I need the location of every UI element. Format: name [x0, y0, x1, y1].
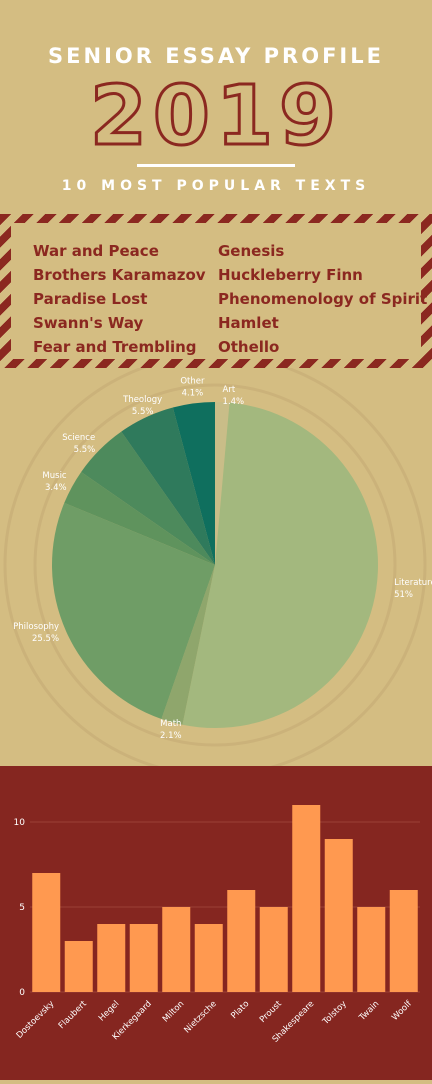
pie-slice-literature	[182, 402, 379, 728]
decorative-ring-inner	[33, 383, 397, 747]
pie-label-philosophy: Philosophy	[13, 622, 59, 632]
popular-texts-left-column: War and Peace Brothers Karamazov Paradis…	[33, 239, 206, 359]
pie-value-philosophy: 25.5%	[32, 634, 59, 644]
pie-label-literature: Literature	[394, 578, 432, 588]
popular-texts-panel: War and Peace Brothers Karamazov Paradis…	[0, 214, 432, 368]
pie-slice-philosophy	[51, 502, 215, 719]
x-tick-label: Milton	[161, 999, 186, 1024]
x-tick-label: Woolf	[390, 998, 415, 1023]
x-tick-label: Tolstoy	[320, 999, 349, 1028]
pie-value-science: 5.5%	[74, 445, 96, 455]
year-heading: 2019	[88, 69, 343, 164]
bar-tolstoy	[324, 839, 353, 992]
bar-chart-area: 0 5 10 Dostoevsky Flaubert Hegel Kierkegaard M…	[0, 766, 432, 1080]
y-tick-label: 5	[19, 903, 25, 913]
pie-value-art: 1.4%	[223, 397, 245, 407]
text-item: Genesis	[218, 242, 285, 260]
pie-value-other: 4.1%	[182, 388, 204, 398]
text-item: Othello	[218, 338, 280, 356]
pie-slice-theology	[121, 407, 215, 565]
x-tick-label: Proust	[258, 999, 284, 1025]
popular-texts-inner: War and Peace Brothers Karamazov Paradis…	[11, 223, 427, 359]
pie-value-math: 2.1%	[160, 731, 182, 741]
x-tick-label: Hegel	[97, 999, 121, 1023]
pie-slice-other	[172, 402, 215, 565]
bar-kierkegaard	[129, 924, 158, 992]
section-subtitle: 10 MOST POPULAR TEXTS	[61, 178, 371, 194]
subject-pie-chart: Art 1.4% Literature 51% Math 2.1% Philosophy 25…	[3, 353, 432, 777]
bar-hegel	[97, 924, 126, 992]
pie-label-math: Math	[160, 719, 181, 729]
text-item: Brothers Karamazov	[33, 266, 206, 284]
x-tick-label: Plato	[229, 999, 251, 1021]
pie-value-literature: 51%	[394, 590, 413, 600]
pie-label-science: Science	[62, 433, 95, 443]
y-tick-label: 10	[14, 818, 26, 828]
text-item: Paradise Lost	[33, 290, 148, 308]
pie-value-theology: 5.5%	[132, 407, 154, 417]
pie-label-theology: Theology	[122, 395, 162, 405]
bar-nietzsche	[194, 924, 223, 992]
pie-slice-science	[81, 431, 216, 565]
bar-twain	[357, 907, 386, 992]
header: SENIOR ESSAY PROFILE 2019 10 MOST POPULA…	[0, 0, 432, 210]
bar-shakespeare	[292, 805, 321, 992]
text-item: Phenomenology of Spirit	[218, 290, 428, 308]
bar-flaubert	[64, 941, 93, 992]
pie-slice-art	[215, 402, 230, 565]
bar-dostoevsky	[32, 873, 61, 992]
x-tick-label: Twain	[357, 999, 382, 1024]
pie-slice-math	[161, 565, 215, 725]
pie-label-music: Music	[42, 471, 67, 481]
pie-label-art: Art	[223, 385, 236, 395]
bar-woolf	[389, 890, 418, 992]
pie-label-other: Other	[180, 376, 205, 386]
page-title: SENIOR ESSAY PROFILE	[48, 44, 384, 68]
bar-plato	[227, 890, 256, 992]
text-item: Huckleberry Finn	[218, 266, 363, 284]
popular-texts-right-column: Genesis Huckleberry Finn Phenomenology o…	[218, 239, 427, 359]
text-item: War and Peace	[33, 242, 159, 260]
bar-proust	[259, 907, 288, 992]
y-tick-label: 0	[19, 988, 25, 998]
text-item: Fear and Trembling	[33, 338, 197, 356]
divider	[137, 164, 295, 167]
pie-chart-area: Art 1.4% Literature 51% Math 2.1% Philosophy 25…	[0, 353, 432, 777]
x-tick-label: Nietzsche	[182, 999, 218, 1035]
x-tick-label: Flaubert	[57, 999, 90, 1032]
pie-slice-music	[64, 471, 215, 565]
x-tick-label: Dostoevsky	[15, 999, 57, 1041]
text-item: Hamlet	[218, 314, 279, 332]
text-item: Swann's Way	[33, 314, 144, 332]
pie-value-music: 3.4%	[45, 483, 67, 493]
bar-milton	[162, 907, 191, 992]
